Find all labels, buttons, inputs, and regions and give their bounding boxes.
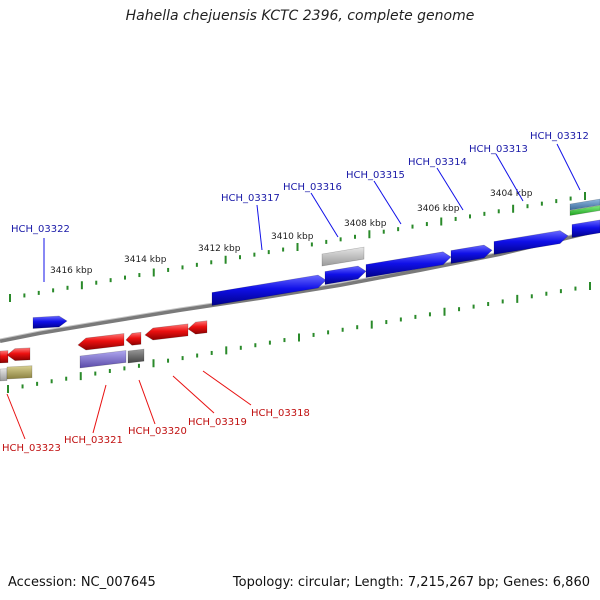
gene-arrow-forward[interactable] bbox=[571, 219, 600, 238]
gene-arrow-forward[interactable] bbox=[32, 315, 68, 329]
gene-arrow-reverse[interactable] bbox=[77, 333, 125, 351]
accession-text: Accession: NC_007645 bbox=[8, 575, 156, 590]
gene-label-reverse[interactable]: HCH_03320 bbox=[128, 426, 187, 437]
leader-line bbox=[373, 180, 402, 225]
scale-label: 3406 kbp bbox=[417, 204, 460, 214]
scale-label: 3414 kbp bbox=[124, 255, 167, 265]
gene-label-reverse[interactable]: HCH_03321 bbox=[64, 435, 123, 446]
gene-arrow-reverse[interactable] bbox=[0, 350, 9, 364]
gene-label-forward[interactable]: HCH_03312 bbox=[530, 131, 589, 142]
leader-line bbox=[6, 393, 26, 440]
gene-label-forward[interactable]: HCH_03314 bbox=[408, 157, 467, 168]
leader-line bbox=[495, 153, 524, 202]
gene-label-reverse[interactable]: HCH_03323 bbox=[2, 443, 61, 454]
gene-feature-purple[interactable] bbox=[79, 350, 127, 369]
scale-label: 3410 kbp bbox=[271, 232, 314, 242]
leader-line bbox=[138, 379, 156, 425]
gene-arrow-reverse[interactable] bbox=[144, 323, 189, 341]
leader-line bbox=[556, 143, 581, 191]
gene-label-reverse[interactable]: HCH_03319 bbox=[188, 417, 247, 428]
gene-feature-grey[interactable] bbox=[321, 246, 365, 267]
genome-title: Hahella chejuensis KCTC 2396, complete g… bbox=[125, 8, 475, 24]
gene-feature-grey[interactable] bbox=[0, 368, 8, 382]
gene-arrow-forward[interactable] bbox=[493, 230, 569, 255]
scale-label: 3416 kbp bbox=[50, 266, 93, 276]
gene-label-reverse[interactable]: HCH_03318 bbox=[251, 408, 310, 419]
leader-line bbox=[172, 375, 215, 414]
gene-feature-olive[interactable] bbox=[6, 365, 33, 380]
gene-feature-teal[interactable] bbox=[569, 198, 600, 211]
scale-label: 3412 kbp bbox=[198, 244, 241, 254]
gene-feature-dark[interactable] bbox=[127, 348, 145, 364]
genome-summary: Topology: circular; Length: 7,215,267 bp… bbox=[232, 575, 590, 590]
gene-arrow-reverse[interactable] bbox=[125, 331, 142, 346]
leader-line bbox=[256, 204, 263, 251]
gene-label-forward[interactable]: HCH_03315 bbox=[346, 170, 405, 181]
leader-line bbox=[436, 167, 464, 211]
gene-label-forward[interactable]: HCH_03317 bbox=[221, 193, 280, 204]
gene-arrow-forward[interactable] bbox=[211, 274, 327, 306]
gene-arrow-reverse[interactable] bbox=[6, 347, 31, 361]
gene-arrow-forward[interactable] bbox=[450, 244, 493, 264]
scale-labels: 3416 kbp 3414 kbp 3412 kbp 3410 kbp 3408 kbp… bbox=[50, 189, 533, 276]
gene-label-forward[interactable]: HCH_03313 bbox=[469, 144, 528, 155]
gene-arrow-forward[interactable] bbox=[365, 251, 452, 278]
gene-arrow-reverse[interactable] bbox=[187, 320, 208, 335]
gene-label-forward[interactable]: HCH_03322 bbox=[11, 224, 70, 235]
leader-line bbox=[310, 192, 339, 238]
gene-arrow-forward[interactable] bbox=[324, 265, 367, 285]
scale-ticks bbox=[7, 192, 591, 393]
gene-feature-green[interactable] bbox=[569, 205, 600, 216]
leader-line bbox=[92, 384, 107, 434]
scale-label: 3404 kbp bbox=[490, 189, 533, 199]
scale-label: 3408 kbp bbox=[344, 219, 387, 229]
gene-label-forward[interactable]: HCH_03316 bbox=[283, 182, 342, 193]
leader-line bbox=[202, 370, 252, 406]
